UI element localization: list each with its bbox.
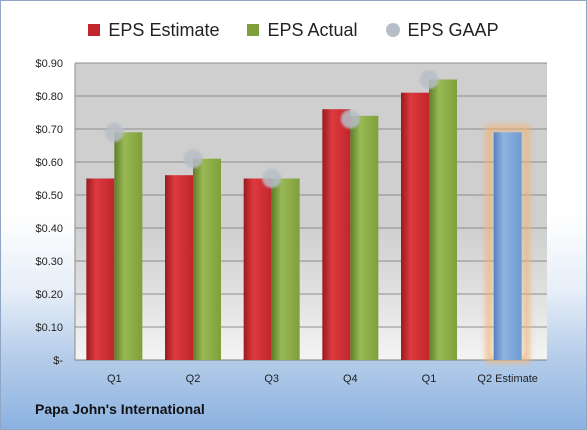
bar-eps-estimate <box>401 92 429 360</box>
y-tick-label: $0.90 <box>35 58 63 70</box>
x-tick-label: Q2 <box>186 373 201 385</box>
legend-swatch-eps-actual <box>247 24 260 36</box>
legend-item-eps-actual: EPS Actual <box>247 19 358 41</box>
bar-eps-actual <box>271 178 300 360</box>
bar-eps-actual <box>114 132 143 360</box>
point-eps-gaap <box>183 149 203 169</box>
company-name: Papa John's International <box>35 401 205 417</box>
bar-eps-actual <box>193 158 221 360</box>
y-tick-label: $0.70 <box>35 124 63 136</box>
legend-label-eps-actual: EPS Actual <box>267 19 358 40</box>
y-tick-label: $0.80 <box>35 91 63 103</box>
x-tick-label: Q1 <box>422 373 437 385</box>
y-tick-label: $- <box>53 355 63 367</box>
y-tick-label: $0.10 <box>35 322 63 334</box>
legend-label-eps-gaap: EPS GAAP <box>407 19 499 40</box>
y-tick-label: $0.60 <box>35 157 63 169</box>
y-tick-label: $0.40 <box>35 223 63 235</box>
y-tick-label: $0.30 <box>35 256 63 268</box>
plot-area <box>75 63 547 360</box>
bar-eps-actual <box>429 79 457 360</box>
legend-item-eps-estimate: EPS Estimate <box>88 20 219 41</box>
point-eps-gaap <box>419 70 439 89</box>
bar-eps-estimate <box>322 109 351 360</box>
bar-eps-estimate <box>243 178 272 360</box>
x-tick-label: Q2 Estimate <box>477 373 538 385</box>
legend-swatch-eps-estimate <box>88 24 101 36</box>
point-eps-gaap <box>262 169 282 188</box>
legend-item-eps-gaap: EPS GAAP <box>385 19 499 41</box>
x-tick-label: Q3 <box>264 373 279 385</box>
bar-eps-estimate <box>86 178 115 360</box>
legend-label-eps-estimate: EPS Estimate <box>108 19 220 40</box>
bar-eps-estimate <box>165 175 193 360</box>
y-tick-label: $0.50 <box>35 190 63 202</box>
x-tick-label: Q1 <box>107 373 122 385</box>
point-eps-gaap <box>104 122 124 142</box>
x-tick-label: Q4 <box>343 373 358 385</box>
point-eps-gaap <box>340 109 360 129</box>
bar-q2-estimate <box>493 132 522 360</box>
legend-swatch-eps-gaap <box>385 23 400 37</box>
y-tick-label: $0.20 <box>35 289 63 301</box>
bar-eps-actual <box>350 115 379 360</box>
legend: EPS Estimate EPS Actual EPS GAAP <box>1 13 586 47</box>
